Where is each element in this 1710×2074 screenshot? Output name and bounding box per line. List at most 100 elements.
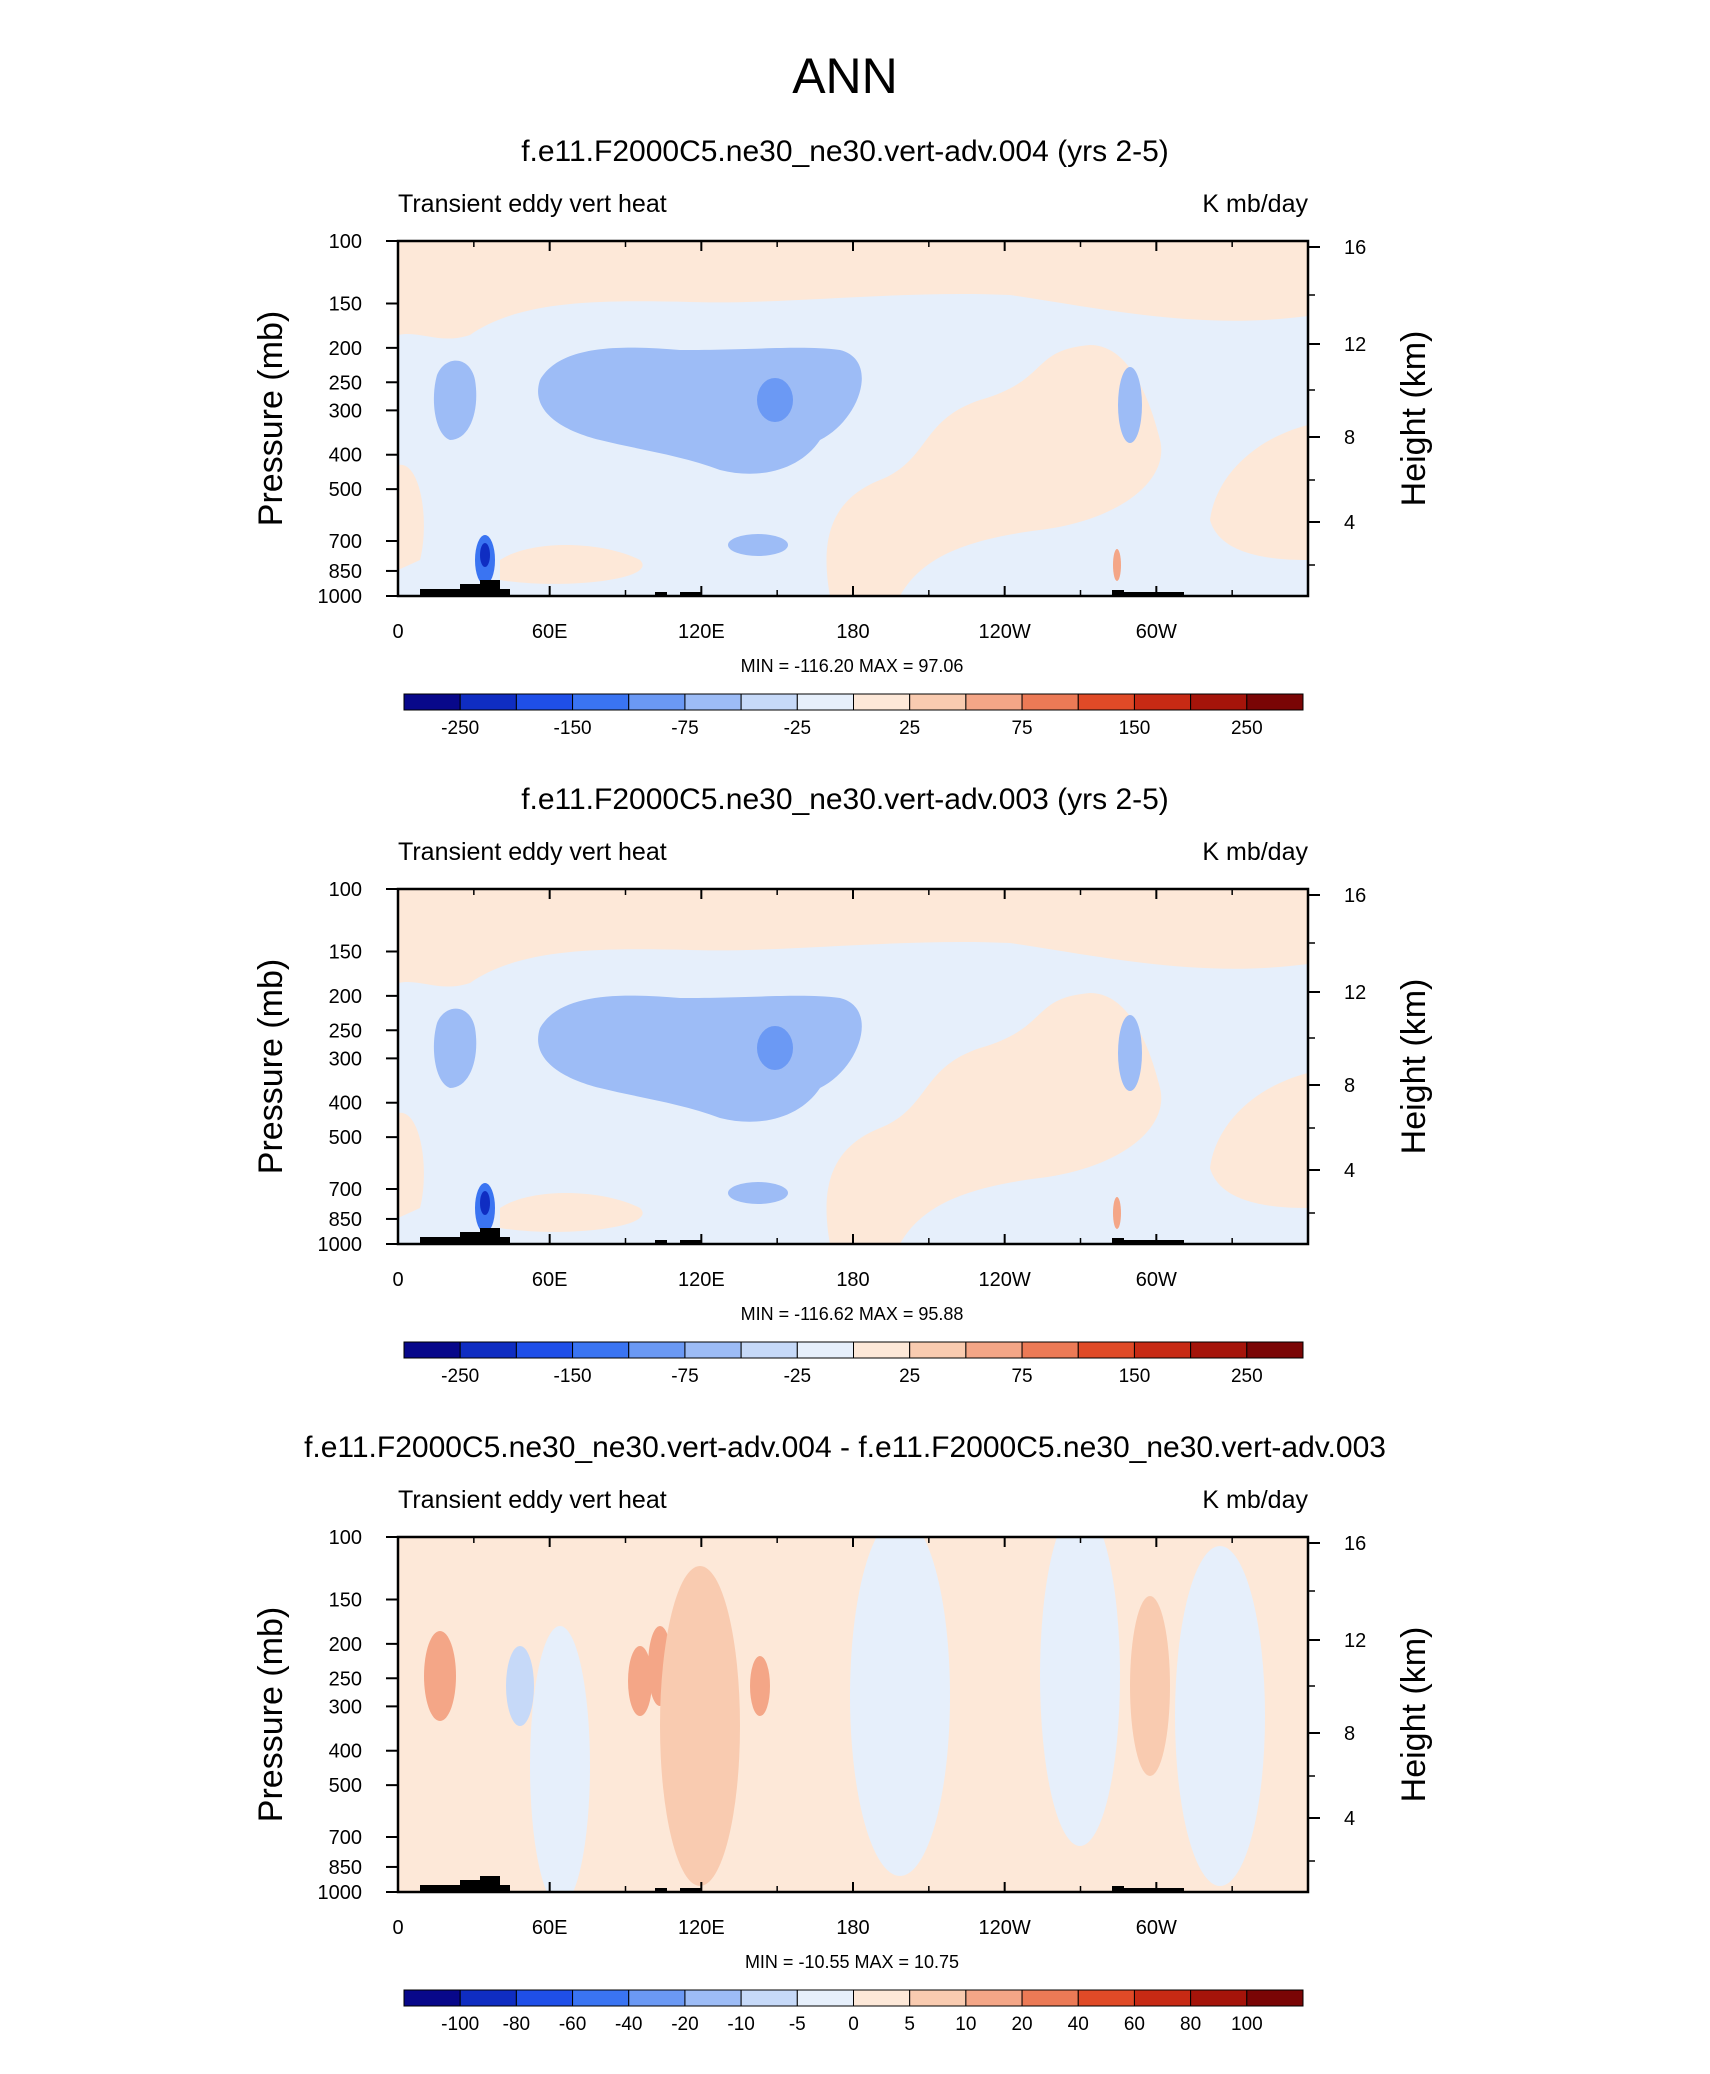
y-tick-label: 1000	[318, 586, 363, 608]
x-tick-label: 60E	[532, 1917, 568, 1939]
colorbar-box	[740, 693, 798, 711]
colorbar: -250 -150 -75 -25 25 75 150 250	[403, 693, 1304, 739]
colorbar-box	[684, 1341, 742, 1359]
colorbar-label: -5	[789, 2014, 806, 2035]
region-cold-west	[433, 1008, 477, 1088]
colorbar-label: -10	[727, 2014, 754, 2035]
panel-title: f.e11.F2000C5.ne30_ne30.vert-adv.004 (yr…	[521, 135, 1169, 168]
colorbar-label: -40	[615, 2014, 642, 2035]
colorbar-box	[403, 1989, 461, 2007]
colorbar-box	[684, 1989, 742, 2007]
colorbar-label: 60	[1124, 2014, 1145, 2035]
y-tick-label: 400	[329, 445, 362, 467]
colorbar-box	[628, 693, 686, 711]
colorbar-box	[1133, 1341, 1192, 1359]
y-tick-label: 500	[329, 1127, 362, 1149]
y-right-tick-label: 4	[1344, 1808, 1355, 1830]
colorbar-box	[853, 1989, 911, 2007]
colorbar-box	[1077, 1989, 1135, 2007]
colorbar-label: -75	[671, 1366, 698, 1387]
colorbar-box	[572, 1989, 630, 2007]
left-string: Transient eddy vert heat	[398, 190, 667, 218]
y-right-tick-label: 12	[1344, 334, 1366, 356]
x-tick-label: 0	[392, 621, 403, 643]
y-right-tick-label: 16	[1344, 885, 1366, 907]
y-tick-label: 1000	[318, 1882, 363, 1904]
terrain-asia	[420, 580, 510, 596]
left-string: Transient eddy vert heat	[398, 838, 667, 866]
colorbar-label: -25	[784, 1366, 811, 1387]
x-tick-label: 120W	[979, 1269, 1031, 1291]
contour-field	[398, 1537, 1308, 1892]
region-cold-jet	[538, 995, 862, 1122]
region-warm-west	[398, 1112, 424, 1218]
contour-field	[398, 241, 1308, 596]
colorbar-label: 75	[1011, 1366, 1032, 1387]
y-tick-label: 150	[329, 942, 362, 964]
diff-streak	[850, 1537, 950, 1876]
y-axis-label: Pressure (mb)	[252, 959, 290, 1174]
x-tick-label: 120E	[678, 1269, 725, 1291]
region-warm-upper	[398, 241, 1308, 339]
colorbar-box	[1077, 1341, 1135, 1359]
colorbar-box	[515, 693, 574, 711]
y-tick-label: 700	[329, 1179, 362, 1201]
y-right-tick-label: 12	[1344, 1630, 1366, 1652]
region-warm-upper	[398, 889, 1308, 987]
y-tick-label: 850	[329, 1209, 362, 1231]
colorbar-box	[909, 1341, 967, 1359]
colorbar-box	[1190, 1341, 1248, 1359]
y-tick-label: 150	[329, 294, 362, 316]
colorbar-label: -150	[554, 718, 592, 739]
diff-streak	[506, 1646, 534, 1726]
colorbar-label: 40	[1068, 2014, 1089, 2035]
y-tick-label: 100	[329, 1527, 362, 1549]
diff-streak	[1175, 1546, 1265, 1886]
diff-streak	[1130, 1596, 1170, 1776]
colorbar-label: 150	[1119, 718, 1151, 739]
colorbar-box	[1133, 1989, 1192, 2007]
y-tick-label: 400	[329, 1741, 362, 1763]
region-cold-andes	[1118, 1015, 1142, 1091]
terrain-andes	[1112, 590, 1184, 596]
colorbar-label: -75	[671, 718, 698, 739]
x-tick-label: 60E	[532, 621, 568, 643]
y-right-axis-label: Height (km)	[1395, 979, 1433, 1155]
colorbar-box	[459, 693, 517, 711]
colorbar: -250 -150 -75 -25 25 75 150 250	[403, 1341, 1304, 1387]
colorbar-label: 10	[955, 2014, 976, 2035]
colorbar-box	[796, 693, 854, 711]
x-tick-label: 60W	[1136, 1269, 1177, 1291]
x-tick-label: 60W	[1136, 1917, 1177, 1939]
min-max-label: MIN = -116.20 MAX = 97.06	[741, 656, 964, 676]
colorbar-box	[515, 1341, 574, 1359]
colorbar-label: -25	[784, 718, 811, 739]
colorbar-label: -150	[554, 1366, 592, 1387]
y-right-tick-label: 8	[1344, 427, 1355, 449]
left-string: Transient eddy vert heat	[398, 1486, 667, 1514]
colorbar-box	[853, 1341, 911, 1359]
x-tick-label: 180	[836, 621, 869, 643]
y-right-tick-label: 4	[1344, 512, 1355, 534]
terrain-pacific	[680, 1240, 702, 1244]
colorbar-box	[628, 1341, 686, 1359]
region-warm-pacific	[826, 345, 1162, 596]
x-tick-label: 120E	[678, 1917, 725, 1939]
y-tick-label: 200	[329, 338, 362, 360]
diff-streak	[1040, 1537, 1120, 1846]
x-tick-label: 180	[836, 1917, 869, 1939]
region-cold-core	[757, 1026, 793, 1070]
contour-field	[398, 889, 1308, 1244]
x-tick-label: 120W	[979, 1917, 1031, 1939]
y-tick-label: 100	[329, 231, 362, 253]
y-tick-label: 300	[329, 400, 362, 422]
panel-title: f.e11.F2000C5.ne30_ne30.vert-adv.003 (yr…	[521, 783, 1169, 816]
panel-1: 0 60E 120E 180 120W 60W 100 150 200 250 300 400 500 7…	[252, 135, 1433, 739]
region-cold-core	[757, 378, 793, 422]
y-tick-label: 250	[329, 1020, 362, 1042]
colorbar-box	[965, 1989, 1023, 2007]
colorbar-label: 150	[1119, 1366, 1151, 1387]
region-cold-lower	[728, 1182, 788, 1204]
colorbar-label: 80	[1180, 2014, 1201, 2035]
colorbar-box	[459, 1341, 517, 1359]
